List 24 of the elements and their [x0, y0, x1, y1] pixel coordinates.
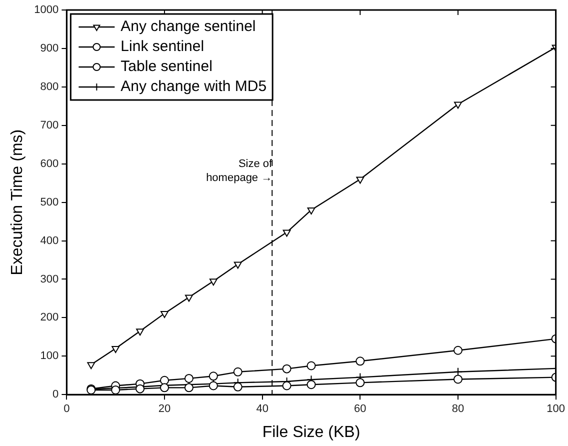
x-tick-label: 100 [546, 403, 566, 416]
y-tick-label: 100 [40, 350, 59, 362]
x-tick-label: 0 [64, 403, 70, 416]
x-tick-label: 80 [452, 403, 464, 416]
x-tick-label: 20 [158, 403, 171, 416]
legend-label: Table sentinel [120, 58, 212, 76]
y-tick-label: 1000 [34, 4, 59, 16]
y-tick-label: 400 [40, 234, 59, 247]
x-tick-label: 40 [256, 403, 268, 416]
ref-line-label: Size of homepage → [206, 158, 274, 184]
y-tick-label: 700 [40, 119, 59, 132]
legend-label: Any change sentinel [120, 18, 256, 36]
legend-label: Link sentinel [120, 38, 204, 56]
x-tick-label: 60 [354, 403, 366, 416]
y-tick-label: 500 [40, 196, 59, 208]
y-tick-label: 200 [40, 312, 59, 324]
y-tick-label: 800 [40, 80, 59, 93]
y-tick-label: 0 [52, 388, 59, 401]
y-tick-label: 300 [40, 273, 59, 286]
y-axis-title: Execution Time (ms) [9, 129, 26, 276]
y-tick-label: 900 [40, 42, 59, 54]
y-tick-label: 600 [40, 158, 59, 170]
legend-label: Any change with MD5 [120, 78, 267, 96]
x-axis-title: File Size (KB) [262, 424, 360, 441]
